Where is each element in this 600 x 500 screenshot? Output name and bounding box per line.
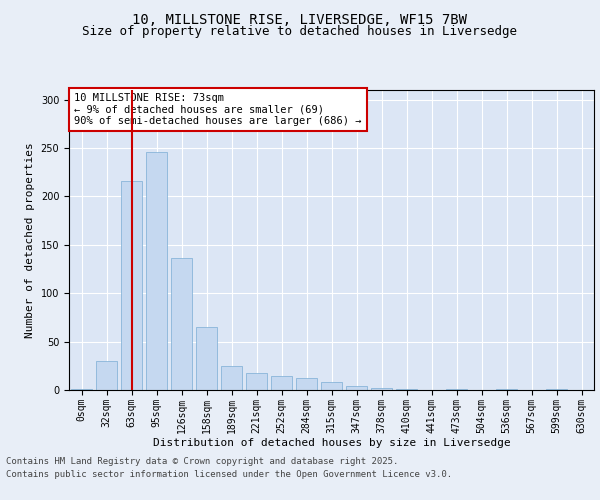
Bar <box>446 389 467 390</box>
Bar <box>171 258 192 390</box>
Bar <box>96 361 117 390</box>
Bar <box>296 378 317 390</box>
Bar <box>321 382 342 390</box>
Bar <box>371 388 392 390</box>
Text: 10, MILLSTONE RISE, LIVERSEDGE, WF15 7BW: 10, MILLSTONE RISE, LIVERSEDGE, WF15 7BW <box>133 12 467 26</box>
Bar <box>246 372 267 390</box>
Text: Contains HM Land Registry data © Crown copyright and database right 2025.: Contains HM Land Registry data © Crown c… <box>6 458 398 466</box>
Bar <box>496 389 517 390</box>
Text: 10 MILLSTONE RISE: 73sqm
← 9% of detached houses are smaller (69)
90% of semi-de: 10 MILLSTONE RISE: 73sqm ← 9% of detache… <box>74 93 362 126</box>
Text: Contains public sector information licensed under the Open Government Licence v3: Contains public sector information licen… <box>6 470 452 479</box>
Y-axis label: Number of detached properties: Number of detached properties <box>25 142 35 338</box>
Bar <box>146 152 167 390</box>
X-axis label: Distribution of detached houses by size in Liversedge: Distribution of detached houses by size … <box>152 438 511 448</box>
Bar <box>396 389 417 390</box>
Bar <box>221 366 242 390</box>
Bar <box>121 181 142 390</box>
Bar <box>71 389 92 390</box>
Text: Size of property relative to detached houses in Liversedge: Size of property relative to detached ho… <box>83 25 517 38</box>
Bar <box>196 327 217 390</box>
Bar <box>546 389 567 390</box>
Bar <box>271 376 292 390</box>
Bar <box>346 386 367 390</box>
